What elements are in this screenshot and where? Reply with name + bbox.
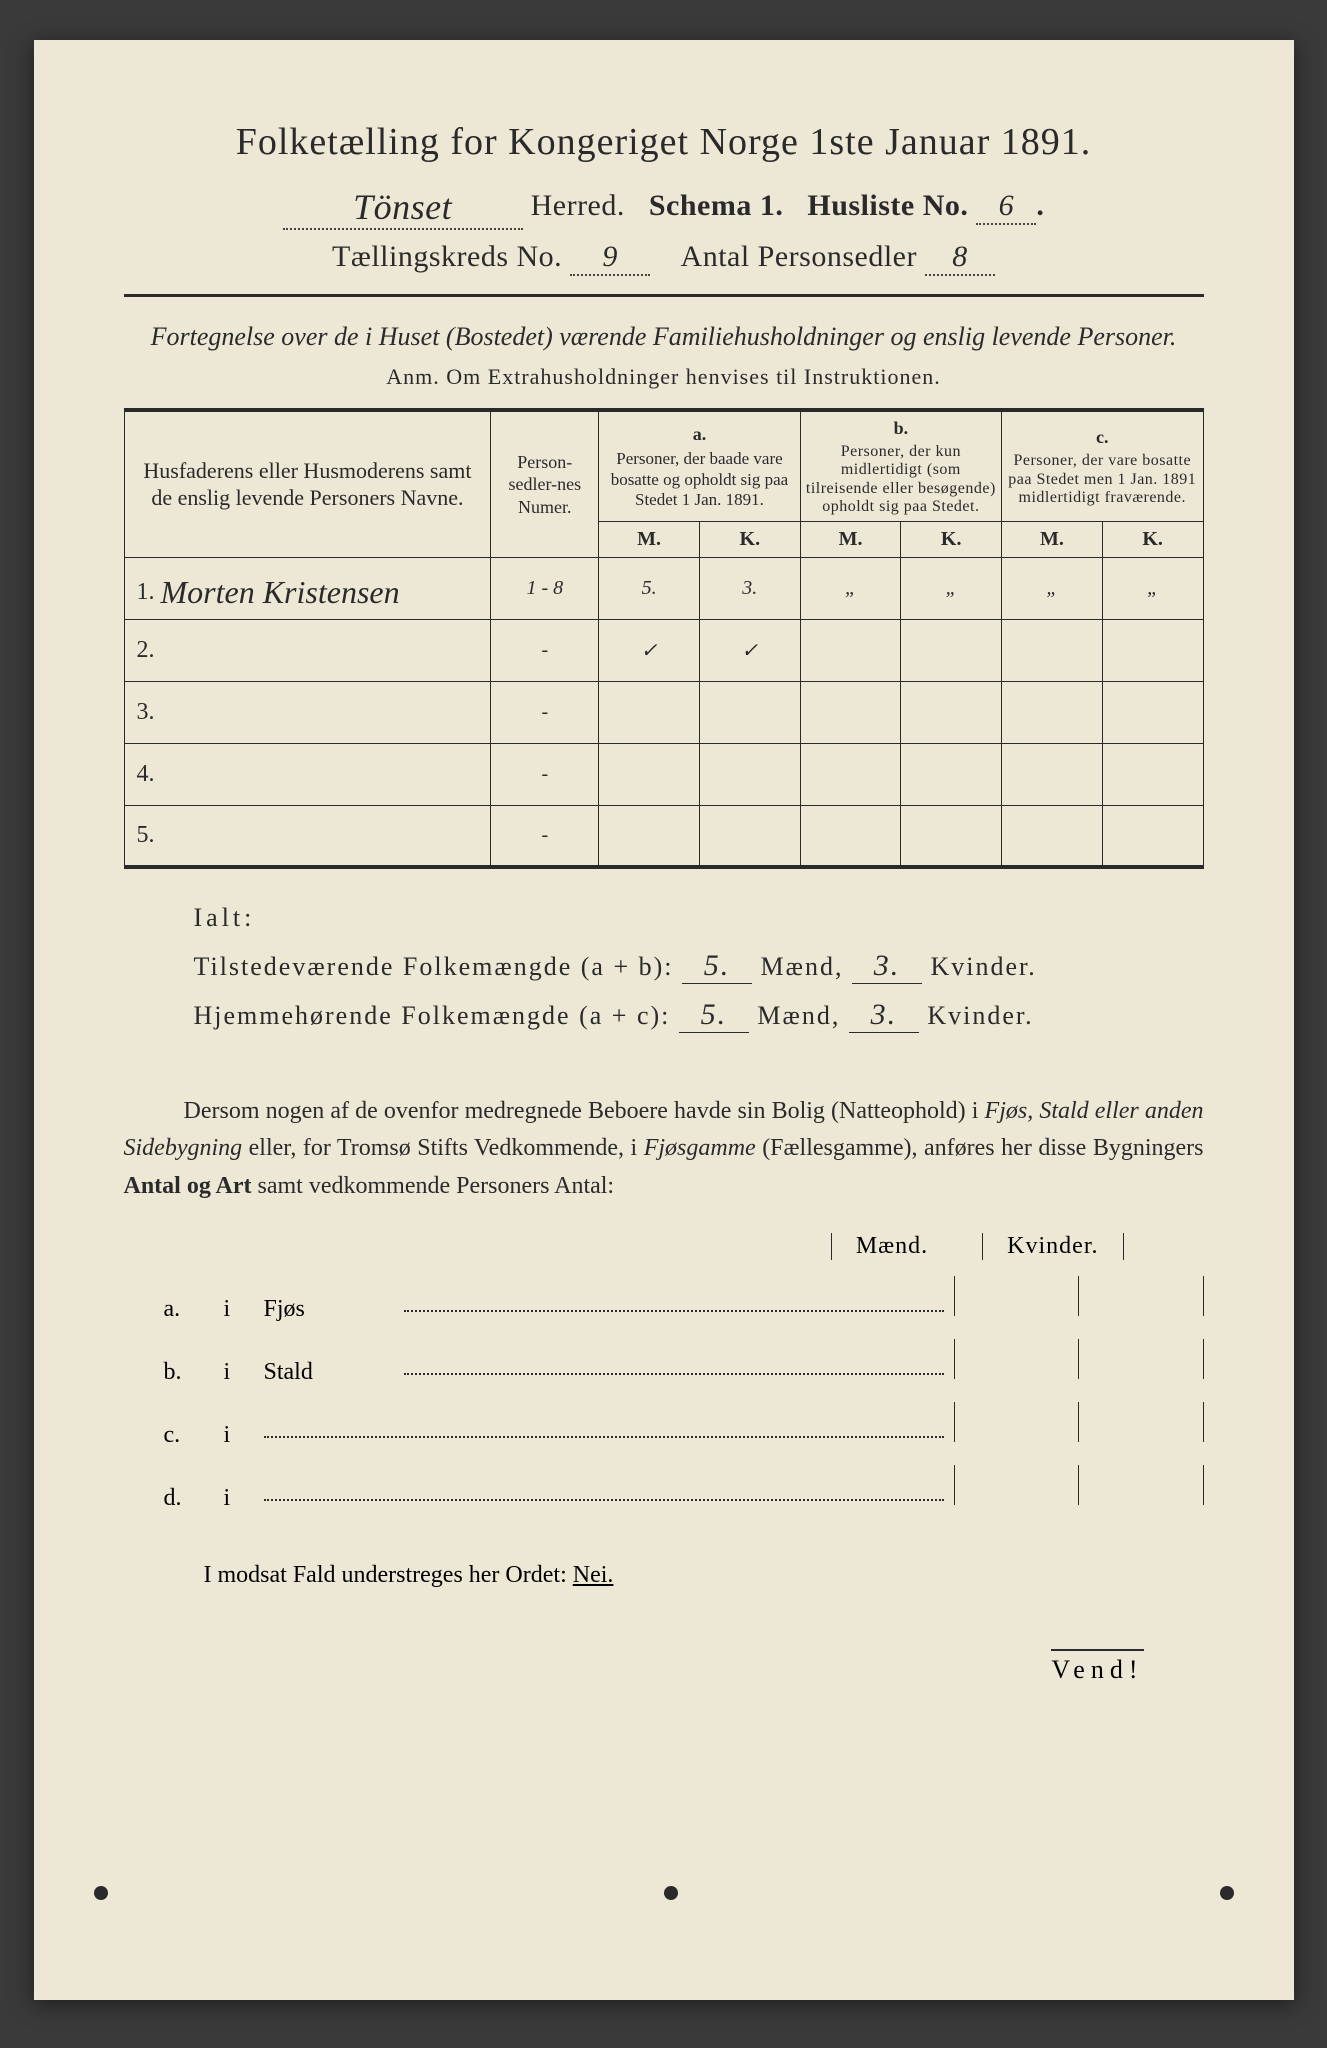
kreds-value: 9 bbox=[570, 240, 650, 276]
building-row-a: a. i Fjøs bbox=[124, 1276, 1204, 1323]
sum-line-resident: Hjemmehørende Folkemængde (a + c): 5. Mæ… bbox=[194, 998, 1204, 1033]
subtitle: Fortegnelse over de i Huset (Bostedet) v… bbox=[124, 319, 1204, 354]
building-row-b: b. i Stald bbox=[124, 1339, 1204, 1386]
vend-label: Vend! bbox=[1051, 1649, 1143, 1685]
nei-line: I modsat Fald understreges her Ordet: Ne… bbox=[124, 1562, 1204, 1589]
divider bbox=[124, 294, 1204, 297]
table-row: 2. - ✓ ✓ bbox=[124, 619, 1203, 681]
ialt-label: Ialt: bbox=[194, 903, 1204, 933]
building-row-c: c. i bbox=[124, 1402, 1204, 1449]
col-header-b: b. Personer, der kun midlertidigt (som t… bbox=[800, 410, 1001, 521]
col-header-c: c. Personer, der vare bosatte paa Stedet… bbox=[1002, 410, 1203, 521]
sum-line-present: Tilstedeværende Folkemængde (a + b): 5. … bbox=[194, 949, 1204, 984]
mk-header: Mænd. Kvinder. bbox=[124, 1233, 1204, 1260]
annotation: Anm. Om Extrahusholdninger henvises til … bbox=[124, 364, 1204, 390]
col-header-numer: Person-sedler-nes Numer. bbox=[491, 410, 599, 557]
page-title: Folketælling for Kongeriget Norge 1ste J… bbox=[124, 120, 1204, 164]
footer: Vend! bbox=[124, 1649, 1204, 1685]
col-a-k: K. bbox=[699, 521, 800, 557]
census-form-page: Folketælling for Kongeriget Norge 1ste J… bbox=[34, 40, 1294, 2000]
col-header-names: Husfaderens eller Husmoderens samt de en… bbox=[124, 410, 491, 557]
col-c-k: K. bbox=[1102, 521, 1203, 557]
col-c-m: M. bbox=[1002, 521, 1103, 557]
kvinder-label: Kvinder. bbox=[982, 1233, 1123, 1260]
table-body: 1. Morten Kristensen 1 - 8 5. 3. „ „ „ „… bbox=[124, 557, 1203, 867]
herred-value: Tönset bbox=[283, 186, 523, 230]
maend-label: Mænd. bbox=[831, 1233, 952, 1260]
husliste-value: 6 bbox=[976, 189, 1036, 225]
antal-value: 8 bbox=[925, 240, 995, 276]
pin-icon bbox=[664, 1886, 678, 1900]
col-b-k: K. bbox=[901, 521, 1002, 557]
census-table: Husfaderens eller Husmoderens samt de en… bbox=[124, 408, 1204, 869]
table-row: 4. - bbox=[124, 743, 1203, 805]
col-header-a: a. Personer, der baade vare bosatte og o… bbox=[599, 410, 800, 521]
kreds-label: Tællingskreds No. bbox=[332, 240, 562, 273]
header-line-2: Tællingskreds No. 9 Antal Personsedler 8 bbox=[124, 240, 1204, 276]
col-a-m: M. bbox=[599, 521, 700, 557]
pin-icon bbox=[94, 1886, 108, 1900]
husliste-label: Husliste No. bbox=[807, 189, 968, 222]
herred-label: Herred. bbox=[531, 189, 625, 222]
col-b-m: M. bbox=[800, 521, 901, 557]
table-row: 5. - bbox=[124, 805, 1203, 867]
table-row: 1. Morten Kristensen 1 - 8 5. 3. „ „ „ „ bbox=[124, 557, 1203, 619]
building-row-d: d. i bbox=[124, 1465, 1204, 1512]
table-row: 3. - bbox=[124, 681, 1203, 743]
antal-label: Antal Personsedler bbox=[681, 240, 917, 273]
instructions-paragraph: Dersom nogen af de ovenfor medregnede Be… bbox=[124, 1093, 1204, 1205]
header-line-1: Tönset Herred. Schema 1. Husliste No. 6. bbox=[124, 182, 1204, 226]
pin-icon bbox=[1220, 1886, 1234, 1900]
schema-label: Schema 1. bbox=[649, 189, 784, 222]
totals-block: Ialt: Tilstedeværende Folkemængde (a + b… bbox=[124, 903, 1204, 1033]
